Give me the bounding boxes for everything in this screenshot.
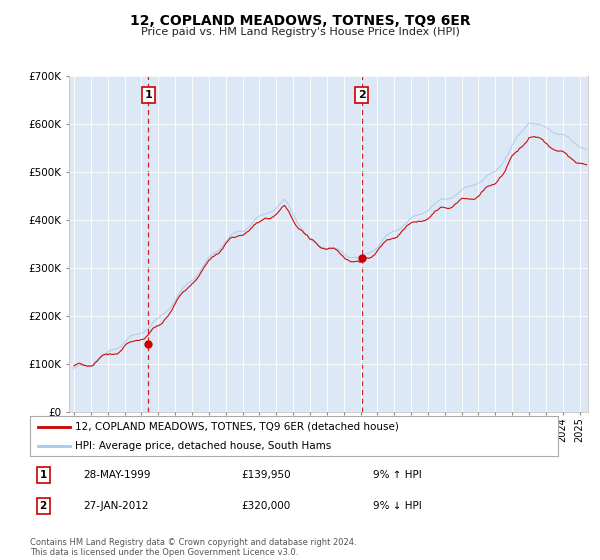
Text: 1: 1	[145, 90, 152, 100]
Text: 2: 2	[358, 90, 365, 100]
Text: £320,000: £320,000	[241, 501, 290, 511]
Text: HPI: Average price, detached house, South Hams: HPI: Average price, detached house, Sout…	[75, 441, 331, 450]
Text: 12, COPLAND MEADOWS, TOTNES, TQ9 6ER (detached house): 12, COPLAND MEADOWS, TOTNES, TQ9 6ER (de…	[75, 422, 399, 432]
Text: 2: 2	[40, 501, 47, 511]
Text: Price paid vs. HM Land Registry's House Price Index (HPI): Price paid vs. HM Land Registry's House …	[140, 27, 460, 37]
Text: £139,950: £139,950	[241, 470, 291, 480]
Text: 9% ↓ HPI: 9% ↓ HPI	[373, 501, 422, 511]
Text: Contains HM Land Registry data © Crown copyright and database right 2024.
This d: Contains HM Land Registry data © Crown c…	[30, 538, 356, 557]
Text: 9% ↑ HPI: 9% ↑ HPI	[373, 470, 422, 480]
Text: 28-MAY-1999: 28-MAY-1999	[83, 470, 151, 480]
Text: 1: 1	[40, 470, 47, 480]
Text: 27-JAN-2012: 27-JAN-2012	[83, 501, 148, 511]
Text: 12, COPLAND MEADOWS, TOTNES, TQ9 6ER: 12, COPLAND MEADOWS, TOTNES, TQ9 6ER	[130, 14, 470, 28]
